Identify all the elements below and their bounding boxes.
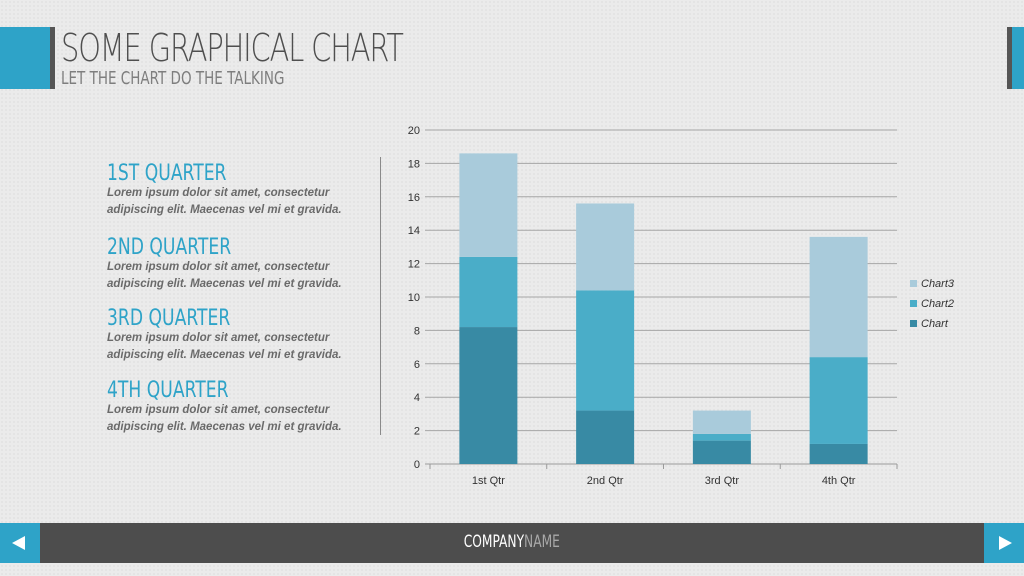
bar-segment [459,153,518,257]
x-tick-label: 1st Qtr [472,475,505,487]
quarter-block-1: 1ST QUARTER Lorem ipsum dolor sit amet, … [107,163,367,219]
legend-label: Chart3 [921,278,955,290]
y-tick-label: 20 [408,125,420,137]
bar-segment [809,443,868,464]
page-subtitle: LET THE CHART DO THE TALKING [61,68,285,89]
y-tick-label: 8 [414,325,420,337]
bar-segment [692,440,751,464]
legend-label: Chart [921,318,949,330]
company-name-bold: COMPANY [463,532,525,552]
quarter-title: 3RD QUARTER [107,306,231,331]
header-accent-right-bar [1007,27,1012,89]
next-slide-button[interactable] [984,523,1024,563]
company-name: COMPANYNAME [0,534,1024,551]
quarter-block-2: 2ND QUARTER Lorem ipsum dolor sit amet, … [107,237,367,293]
bar-segment [576,410,635,464]
quarter-text: Lorem ipsum dolor sit amet, consectetur … [107,404,342,433]
y-tick-label: 4 [414,392,420,404]
x-tick-label: 2nd Qtr [587,475,624,487]
legend-swatch [910,320,917,327]
legend-swatch [910,280,917,287]
y-tick-label: 18 [408,158,420,170]
bar-segment [459,327,518,464]
y-tick-label: 16 [408,192,420,204]
quarter-block-4: 4TH QUARTER Lorem ipsum dolor sit amet, … [107,380,367,436]
quarter-block-3: 3RD QUARTER Lorem ipsum dolor sit amet, … [107,308,367,364]
prev-slide-button[interactable] [0,523,40,563]
company-name-light: NAME [524,532,561,552]
y-tick-label: 0 [414,459,420,471]
footer-bar [0,523,1024,563]
y-tick-label: 6 [414,359,420,371]
y-tick-label: 14 [408,225,420,237]
page-title: SOME GRAPHICAL CHART [61,26,404,70]
quarter-title: 4TH QUARTER [107,378,229,403]
y-tick-label: 2 [414,426,420,438]
arrow-right-icon [999,536,1012,550]
arrow-left-icon [12,536,25,550]
bar-segment [692,433,751,441]
quarter-text: Lorem ipsum dolor sit amet, consectetur … [107,187,342,216]
bar-segment [809,236,868,358]
y-tick-label: 12 [408,259,420,271]
header-accent-left-bar [50,27,55,89]
bar-segment [459,256,518,328]
stacked-bar-chart: 0 2 4 6 8 10 12 14 16 18 20 1st Qtr 2nd Qtr 3rd Qtr 4t… [408,125,955,487]
x-tick-label: 3rd Qtr [705,475,740,487]
quarter-text: Lorem ipsum dolor sit amet, consectetur … [107,332,342,361]
quarter-title: 1ST QUARTER [107,161,227,186]
x-tick-label: 4th Qtr [822,475,856,487]
legend-label: Chart2 [921,298,954,310]
header-accent-left [0,27,50,89]
bar-segment [576,203,635,291]
bar-segment [576,290,635,411]
quarter-title: 2ND QUARTER [107,235,232,260]
quarter-text: Lorem ipsum dolor sit amet, consectetur … [107,261,342,290]
vertical-divider [380,157,381,435]
y-tick-label: 10 [408,292,420,304]
bar-segment [809,357,868,444]
header-accent-right [1012,27,1024,89]
legend-swatch [910,300,917,307]
bar-segment [692,410,751,434]
